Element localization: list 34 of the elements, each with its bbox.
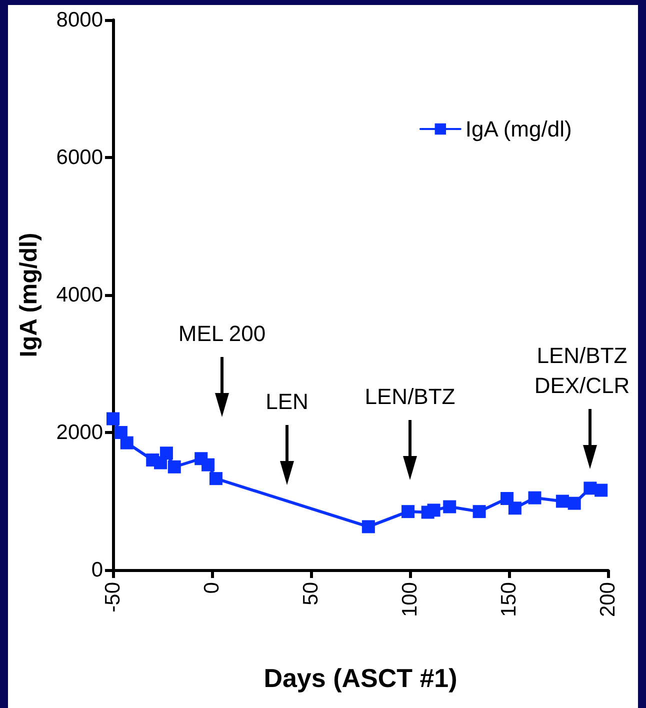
point (120, 436, 134, 450)
y-axis-title: IgA (mg/dl) (16, 232, 42, 358)
annotation: MEL 200 (178, 320, 266, 348)
point (528, 491, 542, 504)
point (568, 496, 581, 510)
point (556, 494, 569, 508)
y-tick-label: 4000 (56, 284, 103, 306)
point (106, 412, 120, 426)
y-tick-label: 8000 (56, 8, 103, 32)
x-axis-title: Days (ASCT #1) (264, 663, 458, 693)
point (427, 504, 440, 517)
point (209, 472, 222, 486)
x-tick-label: 50 (300, 582, 322, 606)
legend-label: IgA (mg/dl) (465, 116, 572, 142)
x-tick-label: 0 (200, 582, 224, 594)
point (168, 460, 181, 474)
x-tick-label: -50 (102, 582, 124, 612)
point (160, 446, 173, 460)
y-tick-label: 6000 (56, 146, 103, 169)
annotation: LEN (266, 388, 308, 416)
point (472, 505, 486, 518)
x-tick-label: 150 (498, 582, 520, 618)
x-tick-label: 100 (398, 582, 422, 618)
y-tick-label: 2000 (56, 421, 103, 444)
annotation: LEN/BTZ (364, 383, 456, 411)
point (594, 484, 608, 497)
annotation: LEN/BTZ DEX/CLR (534, 342, 630, 400)
point (202, 458, 215, 472)
y-tick-label: 0 (91, 558, 103, 582)
point (402, 505, 415, 518)
x-tick-label: 200 (596, 582, 620, 618)
point (508, 502, 522, 515)
point (443, 500, 456, 514)
point (362, 520, 375, 534)
